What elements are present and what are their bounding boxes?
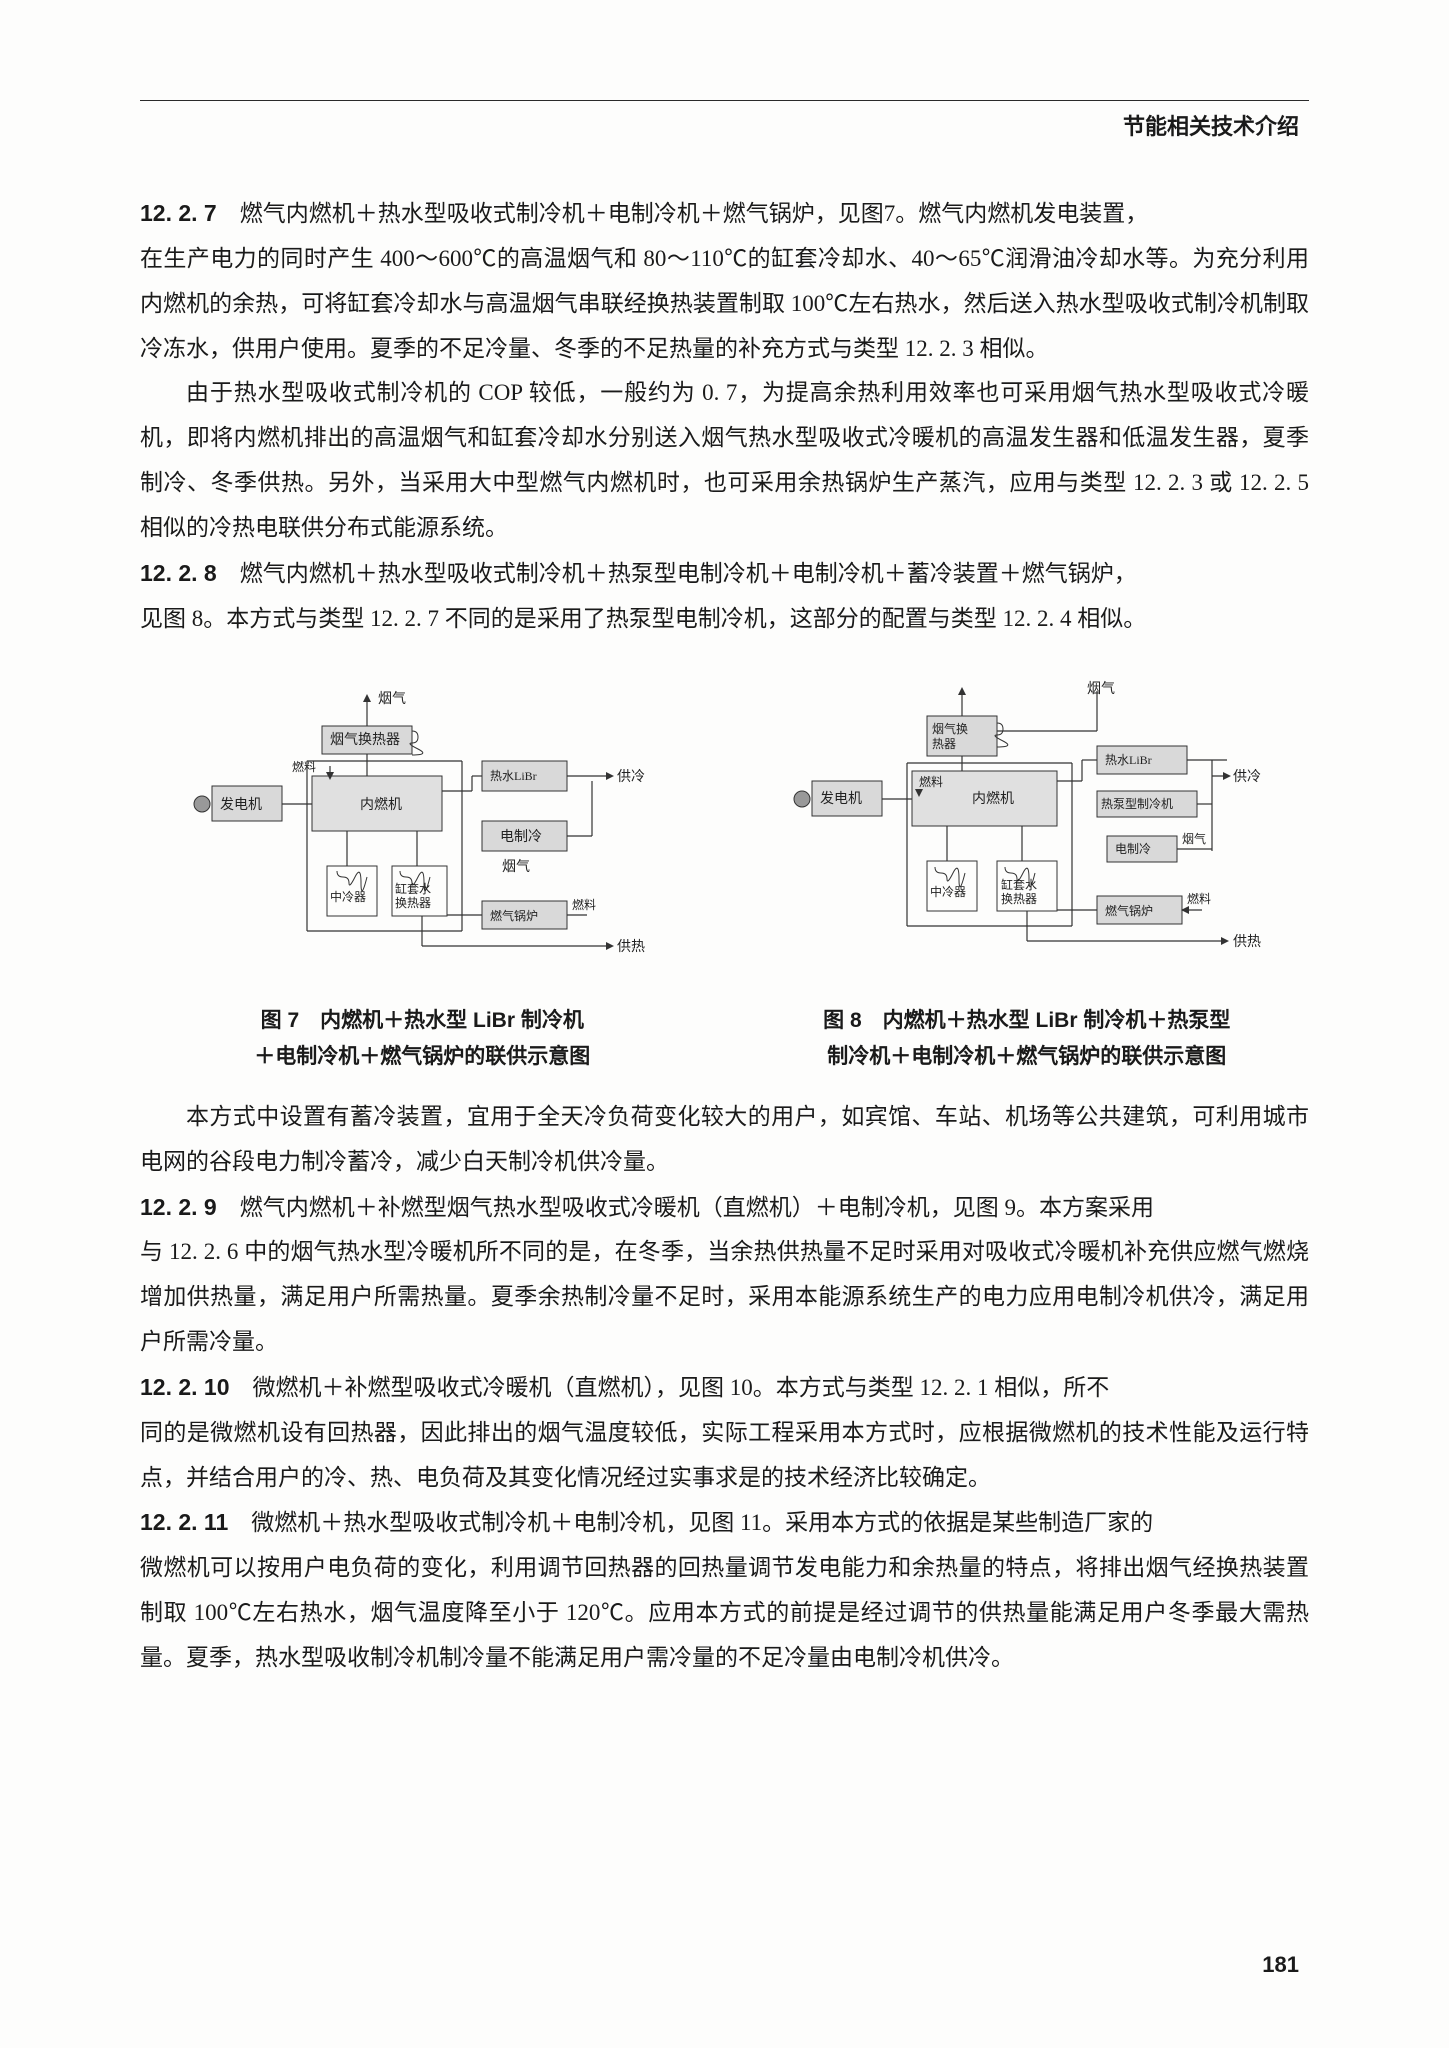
caption-line: 图 7 内燃机＋热水型 LiBr 制冷机 [254, 1003, 590, 1039]
section-num: 12. 2. 10 [140, 1374, 230, 1400]
label-rebeng: 热泵型制冷机 [1101, 797, 1173, 811]
para: 与 12. 2. 6 中的烟气热水型冷暖机所不同的是，在冬季，当余热供热量不足时… [140, 1230, 1309, 1365]
section-12-2-8: 12. 2. 8 燃气内燃机＋热水型吸收式制冷机＋热泵型电制冷机＋电制冷机＋蓄冷… [140, 551, 1309, 597]
caption-line: ＋电制冷机＋燃气锅炉的联供示意图 [254, 1039, 590, 1075]
section-num: 12. 2. 7 [140, 200, 217, 226]
caption-line: 图 8 内燃机＋热水型 LiBr 制冷机＋热泵型 [823, 1003, 1230, 1039]
section-text: 燃气内燃机＋热水型吸收式制冷机＋电制冷机＋燃气锅炉，见图7。燃气内燃机发电装置， [217, 201, 1149, 226]
section-num: 12. 2. 9 [140, 1194, 217, 1220]
section-12-2-10: 12. 2. 10 微燃机＋补燃型吸收式冷暖机（直燃机），见图 10。本方式与类… [140, 1365, 1309, 1411]
label-ranliao2: 燃料 [1187, 891, 1211, 906]
section-num: 12. 2. 11 [140, 1509, 228, 1535]
section-text: 燃气内燃机＋补燃型烟气热水型吸收式冷暖机（直燃机）＋电制冷机，见图 9。本方案采… [217, 1195, 1154, 1220]
para: 由于热水型吸收式制冷机的 COP 较低，一般约为 0. 7，为提高余热利用效率也… [140, 371, 1309, 550]
label-yanqi: 烟气 [378, 691, 406, 707]
label-dianzhileng: 电制冷 [500, 829, 542, 845]
label-fadian: 发电机 [820, 791, 862, 807]
figure-8-svg: 烟气换 热器 烟气 内燃机 燃料 发电机 热水LiBr [787, 671, 1267, 991]
label-gangtao: 缸套水 [395, 881, 431, 896]
label-ranliao2: 燃料 [572, 897, 596, 912]
label-guolu: 燃气锅炉 [490, 908, 538, 923]
para: 见图 8。本方式与类型 12. 2. 7 不同的是采用了热泵型电制冷机，这部分的… [140, 597, 1309, 642]
para: 在生产电力的同时产生 400～600℃的高温烟气和 80～110℃的缸套冷却水、… [140, 237, 1309, 372]
page: 节能相关技术介绍 12. 2. 7 燃气内燃机＋热水型吸收式制冷机＋电制冷机＋燃… [0, 0, 1449, 2048]
label-ranliao: 燃料 [919, 774, 943, 789]
para: 本方式中设置有蓄冷装置，宜用于全天冷负荷变化较大的用户，如宾馆、车站、机场等公共… [140, 1095, 1309, 1185]
section-text: 微燃机＋热水型吸收式制冷机＋电制冷机，见图 11。采用本方式的依据是某些制造厂家… [228, 1510, 1153, 1535]
figure-8: 烟气换 热器 烟气 内燃机 燃料 发电机 热水LiBr [745, 671, 1310, 1074]
figures-row: 烟气换热器 烟气 内燃机 燃料 发电机 热水LiB [140, 671, 1309, 1074]
figure-7: 烟气换热器 烟气 内燃机 燃料 发电机 热水LiB [140, 671, 705, 1074]
label-yanqi2: 烟气 [502, 859, 530, 875]
section-12-2-9: 12. 2. 9 燃气内燃机＋补燃型烟气热水型吸收式冷暖机（直燃机）＋电制冷机，… [140, 1185, 1309, 1231]
label-zhonglengqi: 中冷器 [330, 889, 366, 904]
figure-7-svg: 烟气换热器 烟气 内燃机 燃料 发电机 热水LiB [182, 671, 662, 991]
label-huanreqi: 换热器 [395, 896, 431, 910]
section-text: 燃气内燃机＋热水型吸收式制冷机＋热泵型电制冷机＋电制冷机＋蓄冷装置＋燃气锅炉， [217, 561, 1137, 586]
label-libr: 热水LiBr [490, 769, 537, 783]
body-text: 12. 2. 7 燃气内燃机＋热水型吸收式制冷机＋电制冷机＋燃气锅炉，见图7。燃… [140, 191, 1309, 641]
label-gongre: 供热 [617, 939, 645, 955]
header-rule [140, 100, 1309, 101]
section-12-2-7: 12. 2. 7 燃气内燃机＋热水型吸收式制冷机＋电制冷机＋燃气锅炉，见图7。燃… [140, 191, 1309, 237]
label-fadian: 发电机 [220, 797, 262, 813]
label-neiranji: 内燃机 [360, 796, 402, 813]
label-huanreqi: 换热器 [1001, 892, 1037, 906]
body-text-2: 本方式中设置有蓄冷装置，宜用于全天冷负荷变化较大的用户，如宾馆、车站、机场等公共… [140, 1095, 1309, 1681]
figure-8-caption: 图 8 内燃机＋热水型 LiBr 制冷机＋热泵型 制冷机＋电制冷机＋燃气锅炉的联… [823, 1003, 1230, 1074]
para: 微燃机可以按用户电负荷的变化，利用调节回热器的回热量调节发电能力和余热量的特点，… [140, 1546, 1309, 1681]
label-libr: 热水LiBr [1105, 753, 1152, 767]
label-yanqi-huanre: 烟气换热器 [330, 731, 400, 748]
section-num: 12. 2. 8 [140, 560, 217, 586]
label-zhonglengqi: 中冷器 [930, 884, 966, 899]
caption-line: 制冷机＋电制冷机＋燃气锅炉的联供示意图 [823, 1039, 1230, 1075]
label-dianzhileng: 电制冷 [1115, 842, 1151, 856]
label-guolu: 燃气锅炉 [1105, 903, 1153, 918]
label-yanqi: 烟气 [1087, 681, 1115, 697]
label-yanqi2: 烟气 [1182, 831, 1206, 846]
page-number: 181 [1262, 1952, 1299, 1978]
label-reqi: 热器 [932, 737, 956, 751]
label-neiranji: 内燃机 [972, 790, 1014, 807]
label-gangtao: 缸套水 [1001, 877, 1037, 892]
section-12-2-11: 12. 2. 11 微燃机＋热水型吸收式制冷机＋电制冷机，见图 11。采用本方式… [140, 1500, 1309, 1546]
label-gongle: 供冷 [617, 769, 645, 785]
figure-7-caption: 图 7 内燃机＋热水型 LiBr 制冷机 ＋电制冷机＋燃气锅炉的联供示意图 [254, 1003, 590, 1074]
section-text: 微燃机＋补燃型吸收式冷暖机（直燃机），见图 10。本方式与类型 12. 2. 1… [230, 1375, 1110, 1400]
para: 同的是微燃机设有回热器，因此排出的烟气温度较低，实际工程采用本方式时，应根据微燃… [140, 1411, 1309, 1501]
label-yanqi-huan: 烟气换 [932, 721, 968, 736]
label-gongre: 供热 [1233, 934, 1261, 950]
header-title: 节能相关技术介绍 [140, 109, 1309, 141]
label-gongle: 供冷 [1233, 769, 1261, 785]
